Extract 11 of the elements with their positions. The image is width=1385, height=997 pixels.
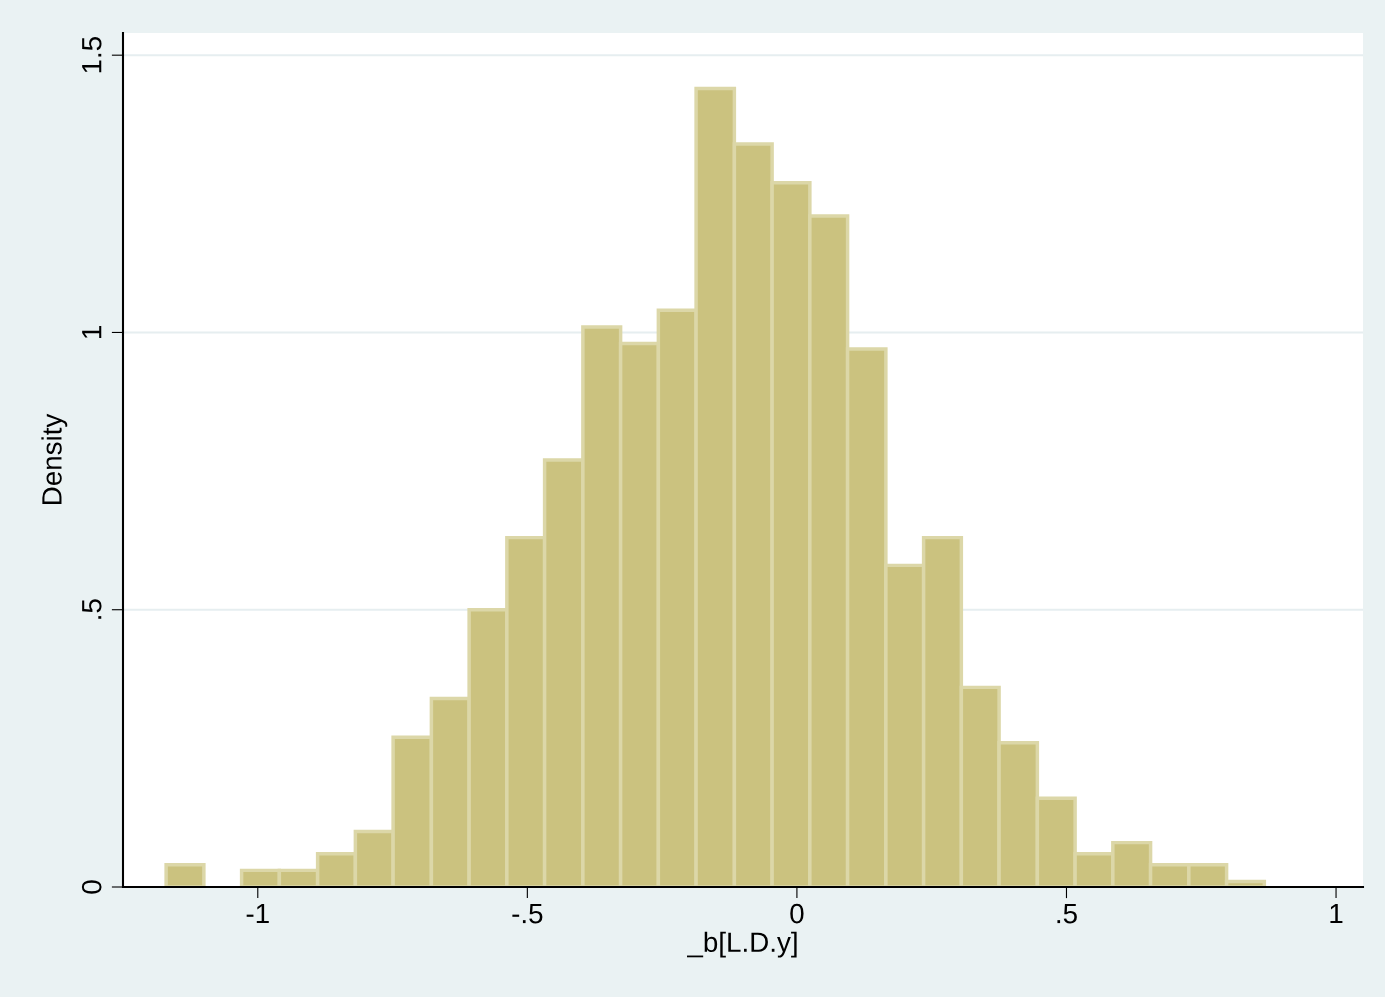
y-tick-label: 1 xyxy=(82,326,102,339)
x-tick-label: -.5 xyxy=(512,903,543,924)
x-tick-label: .5 xyxy=(1057,903,1077,924)
x-axis-title: _b[L.D.y] xyxy=(687,931,797,958)
y-axis-title: Density xyxy=(41,413,68,505)
x-tick-label: -1 xyxy=(246,903,269,924)
x-tick-label: 0 xyxy=(790,903,804,924)
y-tick-label: .5 xyxy=(82,599,102,619)
y-tick-label: 0 xyxy=(81,880,102,894)
x-tick-label: 1 xyxy=(1330,903,1343,924)
y-tick-label: 1.5 xyxy=(82,37,102,73)
